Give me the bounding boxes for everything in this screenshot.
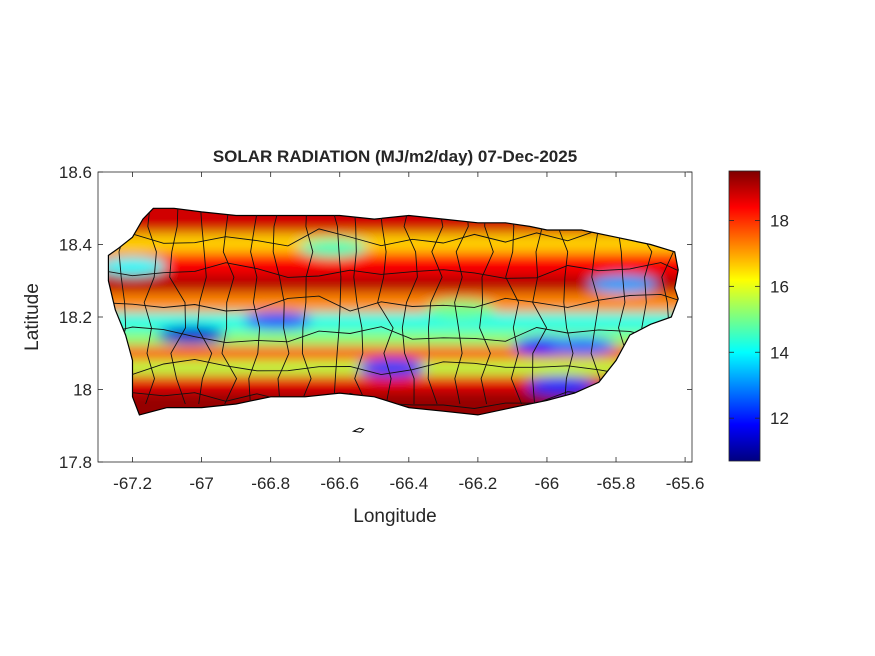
radiation-anomaly	[157, 326, 226, 345]
municipal-boundary	[427, 208, 444, 405]
y-tick-label: 17.8	[59, 453, 92, 472]
municipal-boundary	[330, 208, 342, 405]
x-tick-label: -66	[535, 474, 560, 493]
colorbar-tick-label: 16	[770, 277, 789, 296]
municipal-boundary	[454, 208, 469, 405]
y-tick-label: 18.4	[59, 236, 92, 255]
y-tick-label: 18.2	[59, 308, 92, 327]
colorbar-gradient	[729, 171, 760, 461]
municipal-boundary	[143, 208, 157, 405]
colorbar-tick-label: 12	[770, 409, 789, 428]
colorbar-frame	[728, 170, 761, 462]
municipal-boundary	[108, 293, 679, 312]
x-tick-label: -65.6	[666, 474, 705, 493]
municipal-boundary	[221, 208, 238, 405]
radiation-anomaly	[547, 337, 616, 355]
radiation-anomaly	[426, 300, 495, 319]
municipal-boundary	[108, 262, 679, 279]
municipal-boundary	[587, 208, 601, 405]
colorbar: 12 14 16 18	[728, 170, 789, 462]
municipal-boundary	[353, 208, 368, 405]
municipal-boundary	[108, 358, 679, 376]
x-tick-label: -66.8	[251, 474, 290, 493]
municipal-boundary	[108, 326, 679, 344]
map-axes: -67.2 -67 -66.8 -66.6 -66.4 -66.2 -66 -65.8 -65.…	[59, 163, 705, 493]
y-tick-label: 18.6	[59, 163, 92, 182]
x-tick-label: -67	[189, 474, 214, 493]
x-tick-label: -66.6	[320, 474, 359, 493]
chart-title: SOLAR RADIATION (MJ/m2/day) 07-Dec-2025	[213, 147, 577, 166]
x-tick-label: -66.4	[389, 474, 428, 493]
municipal-boundary	[197, 208, 213, 405]
municipal-boundary	[169, 208, 186, 405]
municipal-boundary	[505, 208, 523, 405]
colorbar-ticks: 12 14 16 18	[729, 211, 789, 428]
y-axis-label: Latitude	[22, 283, 43, 351]
colorbar-tick-label: 18	[770, 211, 789, 230]
radiation-anomaly	[108, 257, 167, 276]
x-axis-label: Longitude	[353, 506, 436, 527]
municipal-boundary	[479, 208, 494, 405]
radiation-anomaly	[243, 311, 312, 330]
colorbar-tick-label: 14	[770, 343, 789, 362]
x-axis-ticks: -67.2 -67 -66.8 -66.6 -66.4 -66.2 -66 -65.8 -65.…	[113, 172, 704, 493]
radiation-anomaly	[298, 239, 367, 258]
municipal-boundary	[557, 208, 574, 405]
radiation-band	[108, 293, 679, 313]
y-axis-ticks: 17.8 18 18.2 18.4 18.6	[59, 163, 692, 472]
radiation-band	[108, 252, 679, 274]
radiation-anomaly	[357, 358, 426, 377]
municipal-boundary	[272, 208, 290, 405]
x-tick-label: -67.2	[113, 474, 152, 493]
radiation-anomaly	[526, 376, 595, 395]
x-tick-label: -65.8	[597, 474, 636, 493]
caja-de-muertos-island	[351, 427, 365, 433]
y-tick-label: 18	[73, 381, 92, 400]
x-tick-label: -66.2	[459, 474, 498, 493]
